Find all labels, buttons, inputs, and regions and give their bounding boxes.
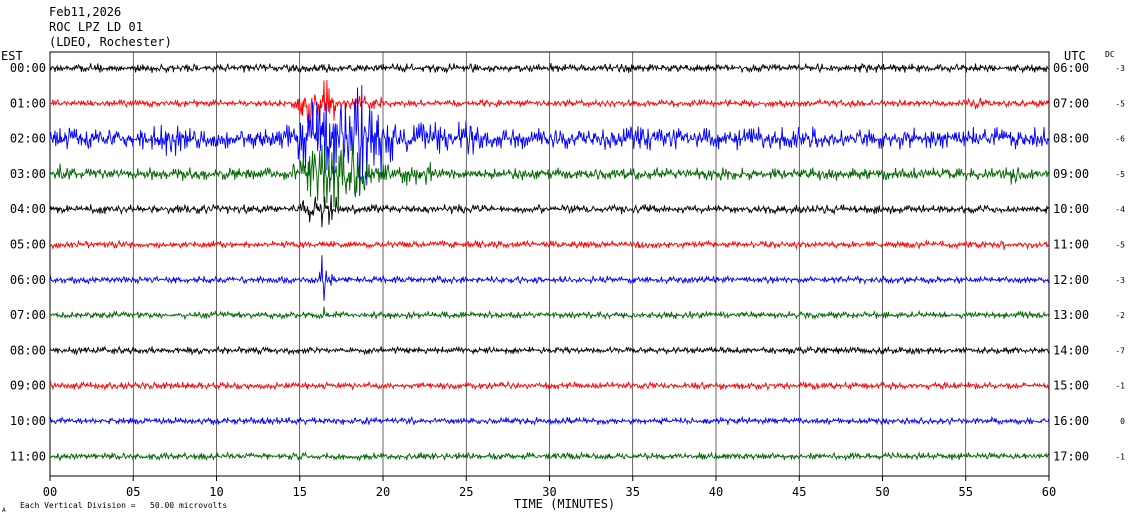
row-labels: 00:00 06:00 -3 01:00 07:00 -5 02:00 08:00 -6 03:0… (10, 61, 1125, 463)
dc-value: -3 (1115, 64, 1125, 73)
utc-hour-label: 06:00 (1053, 61, 1089, 75)
trace-0800 (49, 345, 1050, 356)
x-tick-label: 45 (792, 485, 806, 499)
trace-0300 (49, 139, 1050, 214)
x-axis: 00 05 10 15 20 25 30 35 40 45 50 55 60 (43, 476, 1056, 499)
est-hour-label: 02:00 (10, 132, 46, 146)
x-tick-label: 35 (626, 485, 640, 499)
est-hour-label: 01:00 (10, 96, 46, 110)
right-axis-label: UTC (1064, 49, 1086, 63)
trace-0200 (49, 84, 1050, 197)
header-station: ROC LPZ LD 01 (49, 20, 143, 34)
trace-0000 (49, 62, 1050, 74)
left-axis-label: EST (1, 49, 23, 63)
est-hour-label: 08:00 (10, 343, 46, 357)
trace-0100 (49, 79, 1050, 130)
x-axis-title: TIME (MINUTES) (514, 497, 615, 511)
x-tick-label: 05 (126, 485, 140, 499)
utc-hour-label: 17:00 (1053, 449, 1089, 463)
est-hour-label: 04:00 (10, 202, 46, 216)
utc-hour-label: 10:00 (1053, 202, 1089, 216)
dc-value: -1 (1115, 382, 1125, 391)
dc-value: -1 (1115, 452, 1125, 461)
x-tick-label: 25 (459, 485, 473, 499)
trace-0900 (49, 380, 1050, 392)
header-date: Feb11,2026 (49, 5, 121, 19)
dc-label: DC (1105, 50, 1115, 59)
utc-hour-label: 09:00 (1053, 167, 1089, 181)
x-tick-label: 10 (209, 485, 223, 499)
x-tick-label: 30 (542, 485, 556, 499)
utc-hour-label: 13:00 (1053, 308, 1089, 322)
utc-hour-label: 08:00 (1053, 132, 1089, 146)
grid (49, 51, 1050, 477)
est-hour-label: 09:00 (10, 379, 46, 393)
x-tick-label: 55 (959, 485, 973, 499)
est-hour-label: 03:00 (10, 167, 46, 181)
header: Feb11,2026 ROC LPZ LD 01 (LDEO, Rocheste… (49, 5, 172, 49)
trace-0500 (50, 239, 1050, 251)
header-network: (LDEO, Rochester) (49, 35, 172, 49)
x-tick-label: 40 (709, 485, 723, 499)
trace-1000 (49, 415, 1050, 426)
trace-1100 (49, 451, 1049, 462)
est-hour-label: 00:00 (10, 61, 46, 75)
utc-hour-label: 15:00 (1053, 379, 1089, 393)
est-hour-label: 11:00 (10, 449, 46, 463)
est-hour-label: 10:00 (10, 414, 46, 428)
x-tick-label: 00 (43, 485, 57, 499)
dc-value: 0 (1120, 417, 1125, 426)
x-tick-label: 60 (1042, 485, 1056, 499)
utc-hour-label: 12:00 (1053, 273, 1089, 287)
x-tick-label: 50 (875, 485, 889, 499)
trace-0400 (49, 194, 1050, 228)
dc-value: -5 (1115, 170, 1125, 179)
utc-hour-label: 14:00 (1053, 343, 1089, 357)
trace-0600 (49, 255, 1050, 301)
dc-value: -6 (1115, 135, 1125, 144)
est-hour-label: 06:00 (10, 273, 46, 287)
dc-value: -3 (1115, 276, 1125, 285)
scale-note: Each Vertical Division = 50.00 microvolt… (20, 501, 227, 510)
x-tick-label: 15 (293, 485, 307, 499)
dc-value: -7 (1115, 346, 1125, 355)
utc-hour-label: 11:00 (1053, 238, 1089, 252)
dc-value: -5 (1115, 241, 1125, 250)
dc-value: -2 (1115, 311, 1125, 320)
traces (49, 62, 1050, 462)
utc-hour-label: 07:00 (1053, 96, 1089, 110)
est-hour-label: 05:00 (10, 238, 46, 252)
dc-value: -5 (1115, 99, 1125, 108)
x-tick-label: 20 (376, 485, 390, 499)
utc-hour-label: 16:00 (1053, 414, 1089, 428)
est-hour-label: 07:00 (10, 308, 46, 322)
trace-0700 (49, 306, 1050, 321)
dc-value: -4 (1115, 205, 1125, 214)
corner-mark: A (2, 507, 6, 514)
